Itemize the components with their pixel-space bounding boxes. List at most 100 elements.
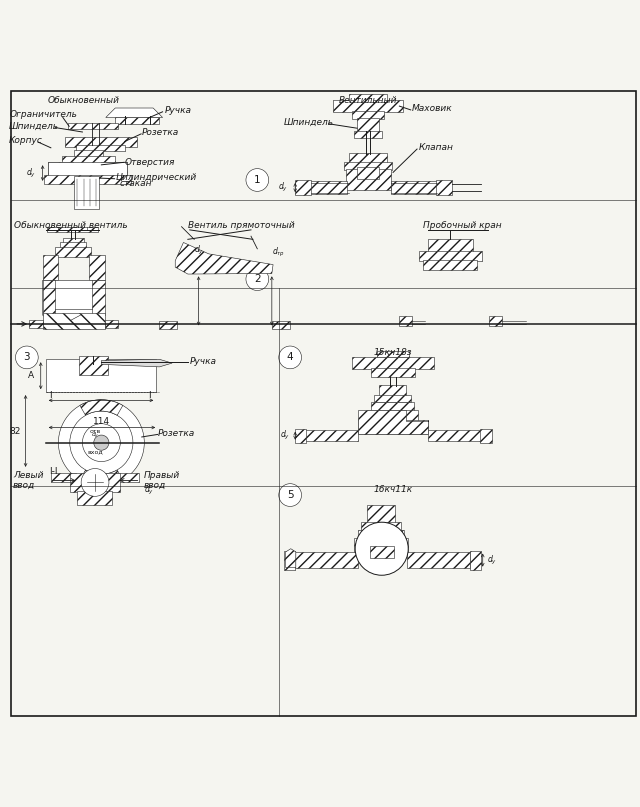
Text: Пробочный кран: Пробочный кран: [423, 221, 502, 230]
Text: 15кч18з: 15кч18з: [374, 348, 412, 357]
Text: 114: 114: [93, 416, 110, 425]
Bar: [470, 550, 481, 570]
Circle shape: [355, 522, 408, 575]
Polygon shape: [43, 280, 104, 329]
Bar: [47, 228, 97, 232]
Text: I: I: [148, 391, 150, 399]
Bar: [371, 402, 414, 412]
Bar: [295, 180, 311, 195]
Bar: [70, 473, 120, 492]
Text: $d_y$: $d_y$: [193, 244, 204, 257]
Polygon shape: [175, 242, 273, 274]
Text: Обыкновенный: Обыкновенный: [47, 96, 120, 105]
Text: стакан: стакан: [120, 178, 152, 188]
Text: Розетка: Розетка: [158, 429, 195, 438]
Bar: [54, 247, 92, 257]
Text: Цилиндрический: Цилиндрический: [115, 173, 196, 182]
Circle shape: [279, 346, 301, 369]
Bar: [51, 473, 76, 483]
Circle shape: [246, 268, 269, 291]
Bar: [358, 529, 404, 540]
Text: Ограничитель: Ограничитель: [9, 111, 77, 119]
Bar: [76, 144, 125, 151]
Bar: [89, 255, 104, 280]
Bar: [428, 430, 483, 441]
Text: $d_y$: $d_y$: [143, 484, 154, 497]
Bar: [333, 100, 403, 112]
Wedge shape: [80, 399, 123, 416]
Text: Корпус: Корпус: [9, 136, 43, 145]
Text: Левый
ввод: Левый ввод: [13, 470, 44, 490]
Circle shape: [94, 435, 109, 450]
Bar: [428, 240, 473, 252]
Text: вход: вход: [87, 449, 103, 454]
Bar: [77, 491, 112, 504]
Bar: [358, 420, 428, 434]
Text: Правый
ввод: Правый ввод: [143, 470, 180, 490]
Text: 2: 2: [254, 274, 260, 284]
Bar: [354, 131, 381, 138]
Text: Обыкновенный вентиль: Обыкновенный вентиль: [14, 221, 128, 230]
Bar: [46, 359, 156, 392]
Bar: [344, 162, 392, 170]
Text: Клапан: Клапан: [419, 144, 453, 153]
Text: Шпиндель: Шпиндель: [284, 118, 334, 127]
Bar: [295, 552, 358, 567]
Bar: [61, 156, 115, 164]
Circle shape: [81, 469, 109, 496]
Text: Вентиль прямоточный: Вентиль прямоточный: [188, 221, 295, 230]
Text: Маховик: Маховик: [412, 104, 452, 113]
Polygon shape: [101, 359, 172, 367]
Bar: [349, 94, 387, 102]
Bar: [424, 260, 477, 270]
Bar: [377, 351, 409, 358]
Text: $d_y$: $d_y$: [91, 431, 99, 441]
Bar: [489, 316, 502, 327]
Bar: [65, 137, 138, 147]
Bar: [399, 316, 412, 327]
Text: $d_y$: $d_y$: [26, 167, 36, 180]
Bar: [362, 521, 401, 531]
Bar: [436, 180, 452, 195]
Bar: [92, 280, 104, 315]
Circle shape: [70, 411, 133, 475]
Bar: [60, 242, 86, 249]
Text: A: A: [28, 371, 35, 380]
Text: 4: 4: [287, 353, 294, 362]
Bar: [352, 358, 434, 369]
Text: 5: 5: [287, 490, 294, 500]
Bar: [379, 385, 406, 396]
Bar: [43, 255, 58, 280]
Bar: [159, 321, 177, 329]
Bar: [303, 182, 347, 194]
Wedge shape: [80, 470, 123, 486]
Bar: [284, 550, 295, 570]
Bar: [480, 429, 492, 443]
Text: Розетка: Розетка: [142, 128, 179, 137]
Text: 3: 3: [24, 353, 30, 362]
Text: отв: отв: [90, 429, 100, 434]
Text: I-I: I-I: [49, 466, 58, 475]
Bar: [419, 251, 482, 261]
Bar: [370, 546, 394, 558]
Bar: [74, 149, 102, 159]
Bar: [29, 320, 43, 328]
Text: I: I: [49, 391, 52, 399]
Bar: [407, 552, 470, 567]
Bar: [357, 167, 379, 179]
Bar: [354, 538, 408, 555]
Bar: [114, 473, 140, 483]
Bar: [43, 280, 55, 315]
Bar: [390, 182, 438, 194]
Text: Ручка: Ручка: [189, 358, 217, 366]
Bar: [101, 162, 127, 176]
Bar: [272, 321, 289, 329]
Text: Ручка: Ручка: [164, 106, 191, 115]
Bar: [303, 430, 358, 441]
Text: Отверстия: Отверстия: [125, 158, 175, 167]
Bar: [346, 169, 390, 190]
Text: Вентильный: Вентильный: [339, 96, 397, 105]
Circle shape: [279, 483, 301, 507]
Text: 16кч11к: 16кч11к: [374, 486, 413, 495]
Text: $d_y$: $d_y$: [278, 181, 288, 194]
